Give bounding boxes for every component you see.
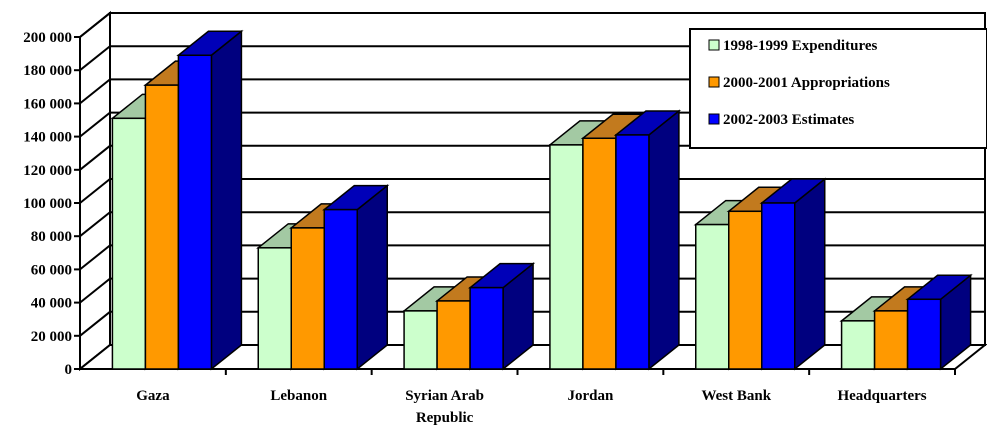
bar: [613, 109, 682, 371]
bar-front: [323, 208, 358, 370]
bar-front: [695, 223, 730, 370]
gridline: [79, 12, 985, 38]
x-tick-label: Lebanon: [270, 388, 327, 404]
bar-front: [111, 117, 147, 370]
bar: [905, 273, 973, 371]
legend: 1998-1999 Expenditures 2000-2001 Appropri…: [689, 28, 987, 149]
y-tick-label: 100 000: [23, 196, 72, 212]
bars: [110, 29, 973, 375]
gridline: [79, 310, 985, 337]
gridline: [79, 211, 985, 237]
bar-front: [761, 202, 796, 370]
y-tick-label: 0: [65, 362, 73, 378]
bar-front: [436, 300, 471, 370]
bar: [759, 177, 827, 371]
x-tick-label: Headquarters: [837, 388, 926, 404]
y-tick-label: 40 000: [31, 296, 72, 312]
bar-front: [728, 210, 763, 370]
bar-front: [290, 227, 325, 370]
y-axis-ticks: 0 20 000 40 000 60 000 80 000 100 000 120 000 1…: [23, 30, 80, 378]
x-tick-label: Gaza: [136, 388, 170, 404]
bar: [176, 29, 244, 371]
gridline: [79, 178, 985, 204]
bar: [467, 262, 536, 371]
bar-front: [582, 137, 617, 370]
legend-swatch: [708, 76, 720, 88]
x-axis-labels: Gaza Lebanon Syrian Arab Republic Jordan West…: [136, 388, 927, 426]
y-tick-label: 200 000: [23, 30, 72, 46]
bar: [322, 184, 390, 371]
bar-side: [794, 177, 826, 371]
legend-swatch: [708, 39, 720, 51]
y-tick-label: 140 000: [23, 130, 72, 146]
bar-front: [873, 310, 909, 370]
bar-front: [144, 84, 180, 370]
legend-swatch: [708, 113, 720, 125]
legend-label: 1998-1999 Expenditures: [723, 38, 877, 54]
y-tick-label: 20 000: [31, 329, 72, 345]
bar-front: [469, 286, 504, 370]
y-tick-label: 180 000: [23, 63, 72, 79]
bar-front: [906, 298, 942, 370]
y-tick-label: 160 000: [23, 96, 72, 112]
legend-label: 2000-2001 Appropriations: [723, 75, 890, 91]
legend-label: 2002-2003 Estimates: [723, 112, 854, 128]
bar-side: [356, 184, 388, 371]
legend-item: 2002-2003 Estimates: [708, 112, 854, 128]
bar-side: [210, 29, 243, 371]
gridline: [79, 244, 985, 271]
y-tick-label: 80 000: [31, 229, 72, 245]
bar-front: [840, 320, 876, 370]
bar-front: [615, 134, 650, 370]
y-tick-label: 60 000: [31, 262, 72, 278]
bar-front: [403, 310, 438, 370]
legend-item: 1998-1999 Expenditures: [708, 38, 877, 54]
legend-item: 2000-2001 Appropriations: [708, 75, 890, 91]
bar-front: [549, 144, 584, 370]
bar-side: [648, 109, 680, 371]
x-tick-label: Syrian Arab Republic: [405, 388, 484, 426]
gridline: [79, 277, 985, 304]
legend-box: [689, 28, 987, 149]
x-tick-label: Jordan: [567, 388, 614, 404]
x-tick-label: West Bank: [701, 388, 771, 404]
y-tick-label: 120 000: [23, 163, 72, 179]
bar-front: [177, 54, 213, 370]
bar-front: [257, 247, 292, 370]
